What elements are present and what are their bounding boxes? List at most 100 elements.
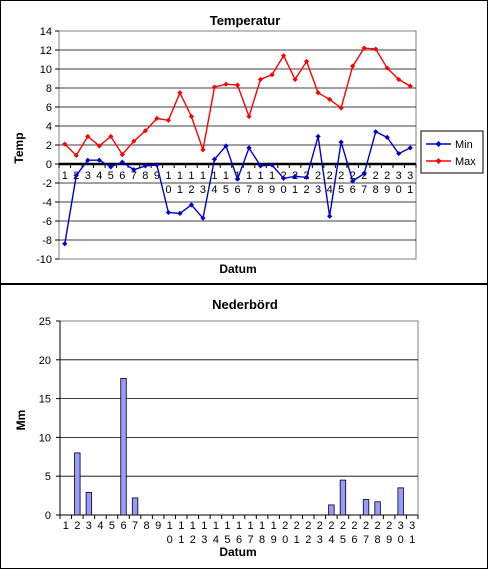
- series-min-point: [407, 145, 413, 151]
- precipitation-bar: [374, 501, 381, 516]
- x-tick-label: 2: [305, 520, 311, 532]
- series-max-point: [108, 133, 114, 140]
- x-tick-label: 4: [327, 184, 333, 196]
- y-tick-label: -8: [42, 235, 52, 247]
- x-tick-label: 1: [294, 534, 300, 546]
- x-tick-label: 2: [328, 520, 334, 532]
- series-min-point: [200, 215, 206, 221]
- series-max-point: [62, 141, 68, 147]
- temperature-chart-title: Temperatur: [210, 13, 281, 28]
- x-tick-label: 4: [213, 534, 219, 546]
- x-tick-label: 3: [85, 170, 91, 182]
- series-min-point: [350, 178, 356, 184]
- series-max-point: [269, 72, 275, 78]
- temperature-x-axis-label: Datum: [219, 262, 256, 276]
- x-tick-label: 8: [257, 184, 263, 196]
- y-tick-label: 12: [40, 45, 52, 57]
- x-tick-label: 3: [86, 520, 92, 532]
- precipitation-y-axis-label: Mm: [14, 410, 28, 431]
- x-tick-label: 1: [223, 170, 229, 182]
- x-tick-label: 1: [63, 520, 69, 532]
- x-tick-label: 3: [201, 534, 207, 546]
- series-min-point: [246, 145, 252, 151]
- x-tick-label: 3: [317, 534, 323, 546]
- x-tick-label: 5: [108, 170, 114, 182]
- x-tick-label: 1: [407, 184, 413, 196]
- x-tick-label: 2: [373, 170, 379, 182]
- legend-min-marker: [435, 141, 442, 147]
- x-tick-label: 5: [109, 520, 115, 532]
- x-tick-label: 7: [246, 184, 252, 196]
- x-tick-label: 9: [155, 520, 161, 532]
- series-min-point: [96, 157, 102, 163]
- x-tick-label: 1: [224, 520, 230, 532]
- series-min-point: [108, 164, 114, 170]
- x-tick-label: 9: [271, 534, 277, 546]
- series-max-point: [211, 84, 218, 90]
- x-tick-label: 2: [315, 170, 321, 182]
- x-tick-label: 2: [350, 170, 356, 182]
- series-max-point: [177, 90, 183, 96]
- y-tick-label: 25: [39, 316, 51, 328]
- plot-frame: [59, 320, 419, 516]
- series-min-point: [327, 213, 333, 219]
- series-max-point: [85, 133, 91, 140]
- series-min-point: [292, 173, 298, 179]
- precipitation-bar: [397, 487, 404, 516]
- x-tick-label: 5: [338, 184, 344, 196]
- series-min-point: [177, 210, 183, 216]
- series-min-point: [142, 163, 148, 169]
- series-min-point: [303, 174, 310, 180]
- x-tick-label: 1: [190, 520, 196, 532]
- x-tick-label: 2: [304, 184, 310, 196]
- y-tick-label: 20: [39, 355, 51, 367]
- y-tick-label: 14: [40, 26, 52, 38]
- legend-min-label: Min: [455, 139, 473, 151]
- x-tick-label: 1: [165, 170, 171, 182]
- series-min-point: [211, 156, 218, 162]
- x-tick-label: 1: [188, 170, 194, 182]
- x-tick-label: 2: [327, 170, 333, 182]
- legend-box: [420, 130, 484, 174]
- series-min-point: [361, 170, 367, 177]
- x-tick-label: 4: [211, 184, 217, 196]
- series-max-point: [280, 53, 287, 59]
- y-tick-label: 4: [46, 121, 52, 133]
- series-max-point: [73, 152, 79, 159]
- x-tick-label: 2: [294, 520, 300, 532]
- x-tick-label: 1: [246, 170, 252, 182]
- x-tick-label: 8: [142, 170, 148, 182]
- x-tick-label: 1: [234, 170, 240, 182]
- x-tick-label: 6: [119, 170, 125, 182]
- series-min-point: [223, 143, 229, 149]
- x-tick-label: 5: [340, 534, 346, 546]
- y-tick-label: 0: [46, 159, 52, 171]
- series-max-point: [119, 151, 125, 158]
- x-tick-label: 0: [167, 534, 173, 546]
- x-tick-label: 9: [154, 170, 160, 182]
- x-tick-label: 1: [177, 170, 183, 182]
- y-tick-label: 10: [39, 432, 51, 444]
- series-max-point: [131, 138, 137, 144]
- x-tick-label: 1: [211, 170, 217, 182]
- series-max-point: [384, 65, 390, 71]
- legend-max-marker: [435, 158, 442, 164]
- x-tick-label: 3: [396, 170, 402, 182]
- series-min-point: [85, 157, 91, 163]
- x-tick-label: 0: [165, 184, 171, 196]
- series-min-point: [188, 202, 195, 208]
- legend-max-label: Max: [455, 156, 476, 168]
- x-tick-label: 0: [282, 534, 288, 546]
- series-min-point: [154, 162, 160, 168]
- x-tick-label: 1: [236, 520, 242, 532]
- x-tick-label: 2: [340, 520, 346, 532]
- x-tick-label: 3: [398, 520, 404, 532]
- x-tick-label: 2: [317, 520, 323, 532]
- temperature-chart: Temperatur Temp Datum -10-8-6-4-20246810…: [12, 13, 484, 276]
- x-tick-label: 1: [409, 534, 415, 546]
- x-tick-label: 1: [247, 520, 253, 532]
- x-tick-label: 1: [259, 520, 265, 532]
- x-tick-label: 6: [351, 534, 357, 546]
- y-tick-label: -2: [42, 178, 52, 190]
